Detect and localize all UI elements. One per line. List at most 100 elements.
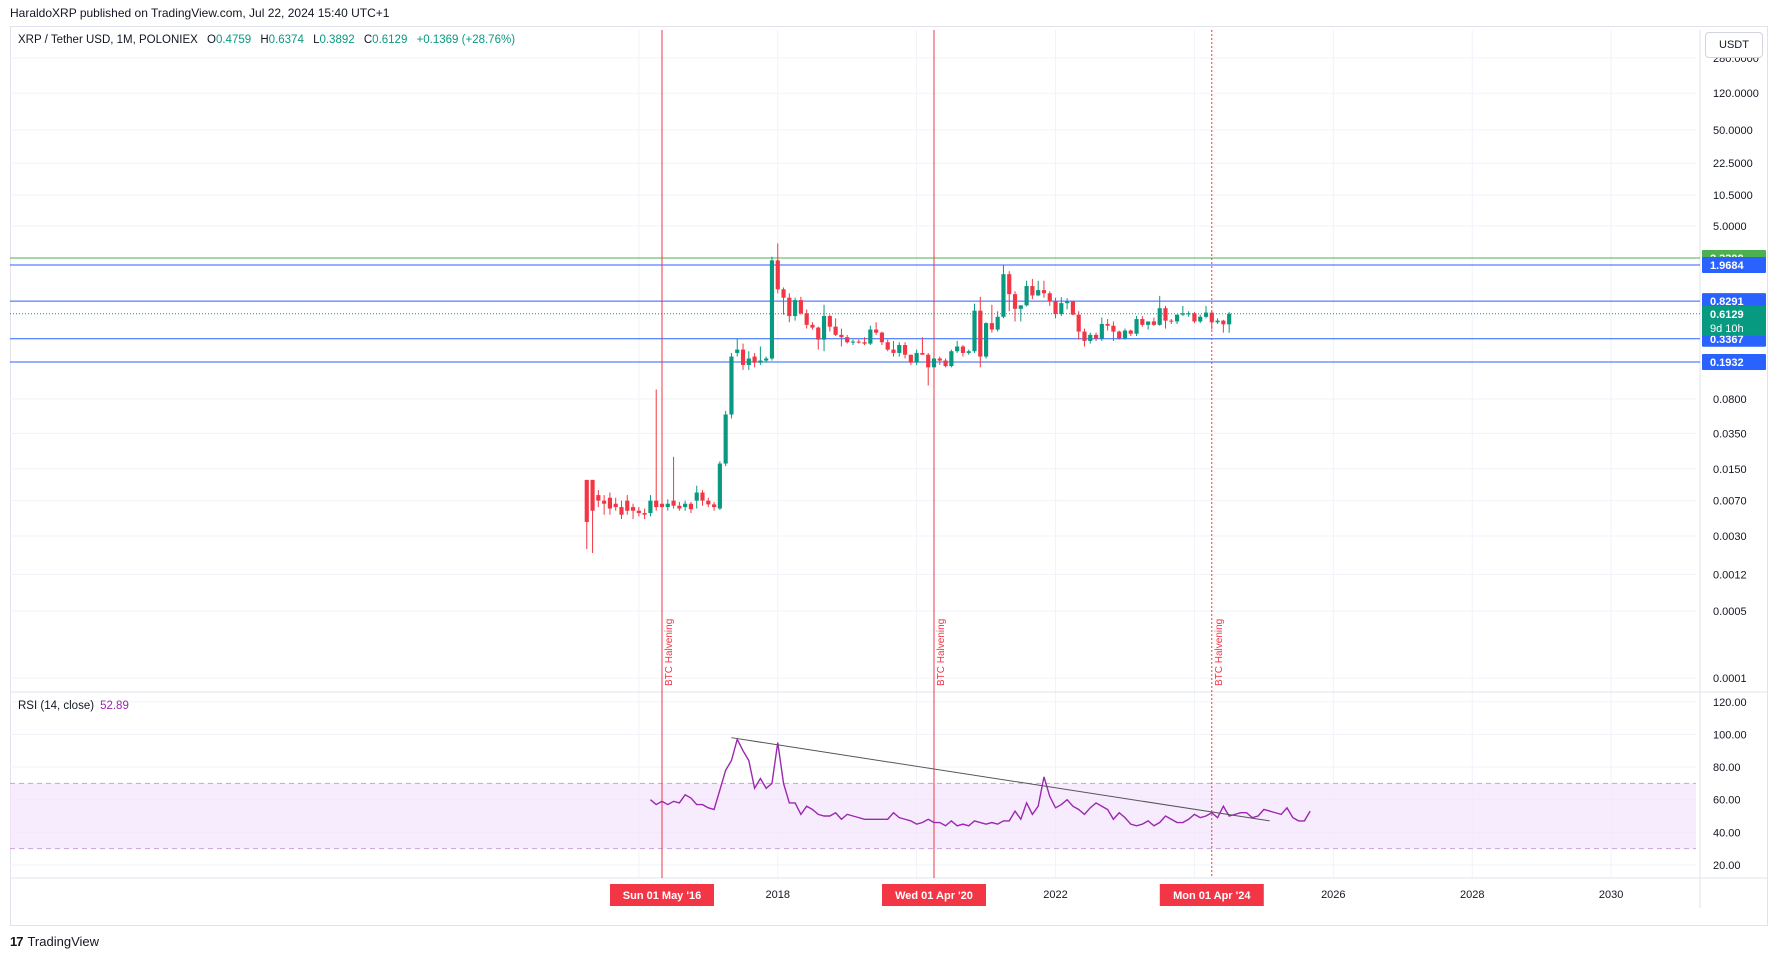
candle-body [1163, 308, 1168, 321]
candle [1198, 314, 1203, 324]
rsi-tick-label: 120.00 [1713, 697, 1747, 709]
candle-body [677, 505, 682, 509]
high-label: H [260, 34, 269, 46]
halving-date-bg [1159, 884, 1264, 906]
candle-body [1024, 286, 1029, 306]
candle [758, 346, 763, 365]
candle-body [937, 358, 942, 361]
candle-body [694, 492, 699, 501]
candle-body [1146, 321, 1151, 325]
candle-body [659, 503, 665, 508]
candle-body [816, 327, 821, 340]
price-tick-label: 0.0800 [1713, 394, 1747, 406]
candle [729, 352, 734, 419]
candle [1047, 291, 1052, 306]
candle [1076, 311, 1081, 340]
rsi-tick-label: 80.00 [1713, 762, 1741, 774]
time-axis: 2018 2022 2026 2028 2030 Sun 01 May '16 Wed 01… [610, 884, 1623, 906]
candle-body [920, 352, 925, 355]
candle [937, 356, 942, 365]
candle [966, 349, 971, 355]
candle-body [1157, 308, 1162, 325]
candle [1180, 305, 1185, 317]
candle-body [1192, 313, 1197, 322]
level-price-label-text: 1.9684 [1710, 260, 1745, 272]
candle-body [1122, 330, 1128, 339]
candle-body [1036, 290, 1041, 296]
candle-body [978, 310, 983, 357]
price-tick-label: 0.0005 [1713, 606, 1747, 618]
candle [642, 508, 647, 520]
candle [1215, 318, 1220, 324]
candles [584, 243, 1232, 553]
candle [1041, 280, 1047, 298]
candle-body [1047, 293, 1052, 302]
candle [1203, 305, 1209, 319]
candle-body [1134, 319, 1139, 334]
candle-body [1203, 312, 1209, 317]
candle [694, 485, 699, 509]
close-value: 0.6129 [372, 34, 408, 46]
rsi-tick-label: 20.00 [1713, 860, 1741, 872]
halving-label: BTC Halvening [936, 619, 947, 686]
level-price-label-text: 0.3367 [1710, 334, 1744, 346]
candle [955, 340, 960, 353]
candle-body [717, 463, 722, 509]
candle-body [769, 260, 775, 359]
candle-body [1001, 274, 1006, 317]
candle [949, 349, 954, 368]
candle-body [850, 341, 856, 343]
candle [1030, 278, 1035, 300]
halving-date-label: Mon 01 Apr '24 [1159, 884, 1264, 906]
candle [1146, 321, 1151, 330]
candle-body [902, 345, 908, 355]
candle-body [1053, 301, 1058, 314]
candle-body [1007, 274, 1012, 295]
price-tick-label: 0.0350 [1713, 428, 1747, 440]
currency-button[interactable]: USDT [1705, 32, 1763, 58]
rsi-value: 52.89 [100, 700, 129, 712]
candle-body [1198, 316, 1203, 322]
candle [1053, 297, 1058, 319]
candle [1070, 300, 1075, 316]
candle [989, 304, 994, 333]
halving-date-bg [882, 884, 986, 906]
candle-body [868, 329, 873, 344]
candle [931, 356, 937, 368]
candle-body [1128, 330, 1133, 334]
candle-body [1169, 320, 1174, 322]
symbol-legend: XRP / Tether USD, 1M, POLONIEX O0.4759 H… [18, 34, 515, 46]
candle-body [908, 354, 913, 363]
candle [1157, 295, 1162, 326]
candle-body [787, 297, 792, 317]
candle-body [856, 341, 861, 343]
candle-body [931, 358, 937, 368]
candle [1111, 321, 1116, 341]
candle-body [793, 300, 798, 317]
price-tick-label: 0.0070 [1713, 496, 1747, 508]
tradingview-brand[interactable]: 17 TradingView [10, 934, 99, 949]
candle [1117, 330, 1122, 340]
rsi-legend: RSI (14, close) 52.89 [18, 700, 129, 712]
candle [856, 339, 861, 344]
candle-body [798, 300, 803, 314]
candle [1151, 317, 1156, 326]
open-value: 0.4759 [215, 34, 252, 46]
price-tick-label: 50.0000 [1713, 125, 1753, 137]
candle-body [1065, 301, 1070, 304]
candle [984, 322, 989, 359]
candle [1018, 305, 1023, 322]
candle [810, 322, 815, 330]
candle [943, 358, 948, 368]
change-value: +0.1369 (+28.76%) [416, 34, 516, 46]
level-price-label-text: 0.1932 [1710, 357, 1744, 369]
candle [798, 296, 803, 315]
candle-body [1117, 331, 1122, 339]
candle [827, 314, 832, 332]
candle [920, 337, 925, 355]
candle [625, 495, 630, 515]
rsi-trendline [731, 737, 1270, 822]
halving-label: BTC Halvening [1214, 619, 1225, 686]
candle [850, 339, 856, 346]
